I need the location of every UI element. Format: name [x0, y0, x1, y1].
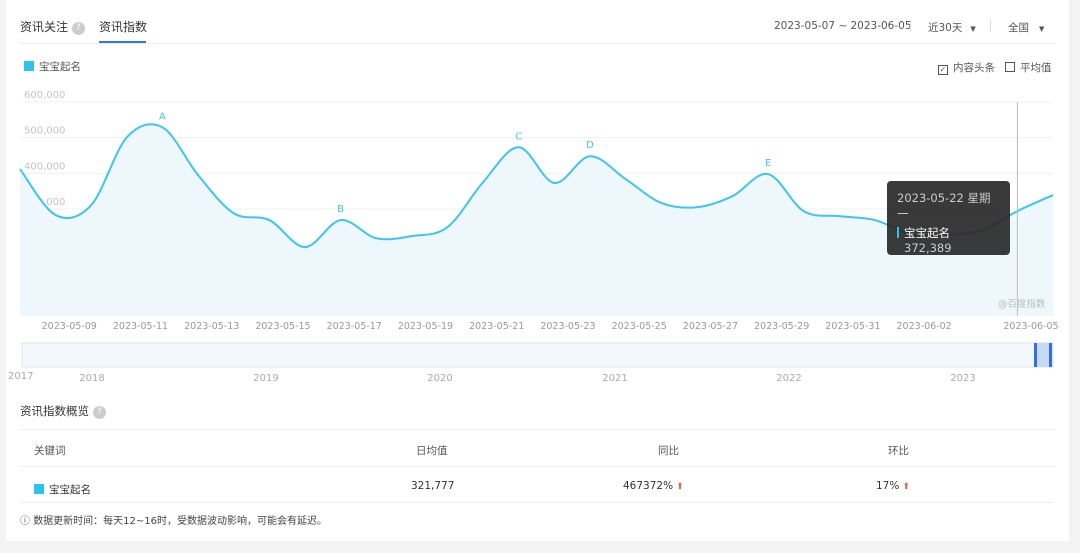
navigator-year-label: 2017 [8, 371, 33, 382]
col-keyword: 关键词 [34, 445, 66, 457]
row-yoy: 467372% ⬆ [623, 480, 684, 492]
tooltip-value: 372,389 [904, 241, 952, 255]
info-icon: ⓘ [20, 516, 34, 527]
option-label: 平均值 [1020, 62, 1052, 74]
col-mom: 环比 [888, 445, 909, 457]
watermark: @百度指数 [998, 299, 1046, 310]
row-mom: 17% ⬆ [876, 480, 910, 492]
x-tick-label: 2023-06-05 [1003, 321, 1058, 332]
x-tick-label: 2023-05-25 [612, 321, 667, 332]
caret-down-icon: ▼ [1039, 25, 1045, 33]
col-yoy: 同比 [658, 445, 679, 457]
col-daily-avg: 日均值 [416, 445, 448, 457]
checkbox-empty-icon [1005, 62, 1015, 72]
x-tick-label: 2023-05-21 [469, 321, 524, 332]
x-tick-label: 2023-05-27 [683, 321, 738, 332]
legend-swatch [24, 61, 34, 71]
navigator-year-label: 2020 [427, 373, 452, 384]
question-circle-icon[interactable]: ? [72, 22, 86, 35]
annotation-label: D [586, 140, 594, 151]
option-label: 内容头条 [953, 62, 995, 74]
x-tick-label: 2023-05-23 [540, 321, 595, 332]
navigator-handle-left [1034, 343, 1037, 367]
tab-attention[interactable]: 资讯关注? [20, 18, 86, 35]
row-daily-avg: 321,777 [411, 480, 455, 492]
x-tick-label: 2023-05-17 [327, 321, 382, 332]
annotation-label: C [515, 131, 522, 142]
tooltip-title: 2023-05-22 星期一 [897, 191, 991, 221]
chart-tooltip: 2023-05-22 星期一 宝宝起名 372,389 [887, 181, 1010, 255]
navigator-year-label: 2023 [950, 373, 975, 384]
x-tick-label: 2023-05-11 [113, 321, 168, 332]
period-value: 近30天 [928, 22, 963, 34]
y-tick-label: 300,000 [24, 197, 65, 208]
checkbox-checked-icon: ✓ [938, 65, 948, 75]
tab-label: 资讯关注 [20, 20, 69, 34]
tab-index[interactable]: 资讯指数 [99, 20, 148, 34]
question-circle-icon[interactable]: ? [93, 406, 106, 419]
legend-label: 宝宝起名 [39, 61, 81, 73]
x-tick-label: 2023-05-31 [825, 321, 880, 332]
y-tick-label: 500,000 [24, 126, 65, 137]
mom-value: 17% [876, 480, 900, 492]
divider [20, 43, 1054, 44]
x-tick-label: 2023-05-15 [255, 321, 310, 332]
series-line [19, 123, 1054, 249]
navigator-year-label: 2022 [776, 373, 801, 384]
annotation-label: B [337, 204, 344, 215]
region-select[interactable]: 全国 ▼ [1008, 20, 1044, 35]
overview-title: 资讯指数概览? [20, 403, 106, 419]
caret-down-icon: ▼ [970, 25, 976, 33]
navigator-year-label: 2021 [602, 373, 627, 384]
x-tick-label: 2023-06-02 [897, 321, 952, 332]
row-keyword: 宝宝起名 [34, 482, 91, 497]
tooltip-series: 宝宝起名 [897, 225, 1000, 241]
region-value: 全国 [1008, 22, 1029, 34]
index-chart[interactable]: 100,000200,000300,000400,000500,000600,0… [0, 0, 1080, 400]
keyword-swatch [34, 484, 44, 494]
navigator-year-label: 2018 [79, 373, 104, 384]
overview-title-text: 资讯指数概览 [20, 404, 89, 418]
y-tick-label: 400,000 [24, 161, 65, 172]
y-tick-label: 600,000 [24, 90, 65, 101]
navigator-track [21, 342, 1054, 368]
option-average-checkbox[interactable]: 平均值 [1005, 60, 1052, 75]
note-text: 数据更新时间：每天12~16时，受数据波动影响，可能会有延迟。 [33, 516, 328, 527]
series-area [20, 124, 1053, 316]
x-tick-label: 2023-05-29 [754, 321, 809, 332]
option-headline-checkbox[interactable]: ✓ 内容头条 [938, 60, 995, 75]
date-range-picker[interactable]: 2023-05-07 ~ 2023-06-05 [774, 20, 912, 32]
x-tick-label: 2023-05-19 [398, 321, 453, 332]
annotation-label: E [765, 158, 771, 169]
period-select[interactable]: 近30天 ▼ [928, 20, 976, 35]
legend-item[interactable]: 宝宝起名 [24, 59, 81, 74]
x-tick-label: 2023-05-09 [42, 321, 97, 332]
navigator-handle-right [1049, 343, 1052, 367]
arrow-up-icon: ⬆ [676, 482, 684, 492]
annotation-label: A [159, 111, 166, 122]
tooltip-series-name: 宝宝起名 [904, 226, 950, 240]
yoy-value: 467372% [623, 480, 674, 492]
keyword-text: 宝宝起名 [49, 484, 91, 496]
navigator-year-label: 2019 [253, 373, 278, 384]
x-tick-label: 2023-05-13 [184, 321, 239, 332]
arrow-up-icon: ⬆ [902, 482, 910, 492]
navigator-selection [1036, 343, 1052, 367]
active-tab-indicator [99, 41, 146, 43]
update-note: ⓘ 数据更新时间：每天12~16时，受数据波动影响，可能会有延迟。 [20, 512, 327, 527]
